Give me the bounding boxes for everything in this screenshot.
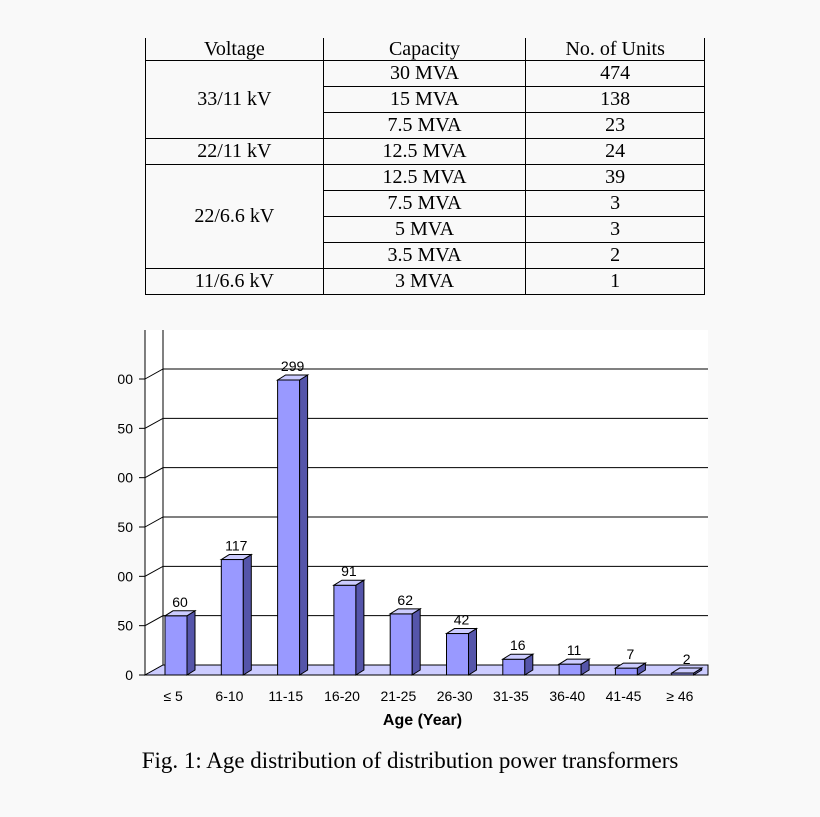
bar <box>333 584 357 676</box>
bar-top <box>501 653 535 660</box>
x-tick-label: 6-10 <box>215 688 243 704</box>
data-label: 7 <box>627 646 635 662</box>
table-row: 33/11 kV 30 MVA 474 <box>145 60 705 139</box>
units-cell: 1 <box>525 268 705 295</box>
bar-top <box>163 610 197 617</box>
x-tick-label: 41-45 <box>606 688 642 704</box>
bar <box>389 613 413 676</box>
data-label: 299 <box>281 358 305 374</box>
bar-side <box>242 553 252 676</box>
capacity-cell: 12.5 MVA <box>322 164 527 191</box>
table-header-cell: Capacity <box>322 38 527 61</box>
units-cell: 24 <box>525 138 705 165</box>
data-label: 2 <box>683 651 691 667</box>
data-label: 91 <box>341 563 357 579</box>
voltage-cell: 11/6.6 kV <box>145 268 324 295</box>
capacity-cell: 12.5 MVA <box>322 138 527 165</box>
capacity-cell: 3 MVA <box>322 268 527 295</box>
table-row: 5 MVA 3 <box>146 216 705 243</box>
bar <box>614 667 638 676</box>
bar-top <box>669 667 704 674</box>
bar <box>502 658 526 676</box>
y-tick-label: 50 <box>117 420 133 436</box>
data-label: 60 <box>172 594 188 610</box>
x-tick-label: 11-15 <box>268 688 303 704</box>
bar-side <box>355 579 365 676</box>
capacity-cell: 5 MVA <box>322 216 527 243</box>
table-row: 7.5 MVA 3 <box>146 190 705 217</box>
bar-side <box>411 607 421 676</box>
table-row: 7.5 MVA 23 <box>146 112 705 139</box>
data-label: 117 <box>225 538 248 554</box>
chart-back-wall <box>163 330 708 665</box>
y-tick-label: 50 <box>117 618 133 634</box>
table-row: 3.5 MVA 2 <box>146 242 705 269</box>
bar-top <box>388 608 422 615</box>
gridline <box>144 368 708 380</box>
units-cell: 39 <box>525 164 705 191</box>
transformer-table: Voltage Capacity No. of Units 33/11 kV 30 MV… <box>145 38 705 295</box>
units-cell: 23 <box>525 112 705 139</box>
bar-side <box>299 374 309 676</box>
capacity-cell: 3.5 MVA <box>322 242 527 269</box>
gridline <box>144 615 708 627</box>
x-tick-label: 26-30 <box>437 688 473 704</box>
bar-top <box>275 374 310 381</box>
y-tick-label: 0 <box>125 667 133 683</box>
gridline <box>144 565 708 577</box>
data-label: 62 <box>397 592 413 608</box>
table-row: 15 MVA 138 <box>146 86 705 113</box>
bar-side <box>468 627 477 676</box>
units-cell: 3 <box>525 216 705 243</box>
units-cell: 138 <box>525 86 705 113</box>
table-header-cell: No. of Units <box>525 38 705 61</box>
bar-side <box>186 609 196 676</box>
x-tick-label: ≤ 5 <box>163 688 183 704</box>
table-header-cell: Voltage <box>145 38 324 61</box>
bar <box>446 633 469 676</box>
x-tick-label: 31-35 <box>493 688 529 704</box>
gridline <box>144 467 708 479</box>
bar <box>558 663 582 676</box>
gridline <box>144 417 708 429</box>
x-tick-label: 21-25 <box>380 688 416 704</box>
bar <box>164 615 188 676</box>
voltage-cell: 22/6.6 kV <box>145 164 324 269</box>
table-header-row: Voltage Capacity No. of Units <box>145 38 705 61</box>
table-row: 11/6.6 kV 3 MVA 1 <box>145 268 705 295</box>
figure-caption: Fig. 1: Age distribution of distribution… <box>141 748 679 773</box>
gridline <box>144 516 708 528</box>
capacity-cell: 15 MVA <box>322 86 527 113</box>
y-tick-label: 00 <box>117 568 133 584</box>
units-cell: 3 <box>525 190 705 217</box>
voltage-cell: 33/11 kV <box>145 60 324 139</box>
y-tick-label: 00 <box>117 371 133 387</box>
bar-top <box>332 579 366 586</box>
bar-top <box>219 554 254 561</box>
table-row: 22/11 kV 12.5 MVA 24 <box>145 138 705 165</box>
table-row: 22/6.6 kV 12.5 MVA 39 <box>145 164 705 269</box>
bar-top <box>557 658 591 665</box>
capacity-cell: 7.5 MVA <box>322 190 527 217</box>
x-axis-title: Age (Year) <box>383 712 462 729</box>
bar <box>277 379 301 676</box>
y-tick-label: 00 <box>117 470 133 486</box>
units-cell: 2 <box>525 242 705 269</box>
capacity-cell: 30 MVA <box>322 60 527 87</box>
x-tick-label: 16-20 <box>324 688 360 704</box>
chart-side-wall <box>144 330 164 676</box>
x-tick-label: ≥ 46 <box>666 688 693 704</box>
data-label: 42 <box>454 612 470 628</box>
voltage-cell: 22/11 kV <box>145 138 324 165</box>
x-tick-label: 36-40 <box>549 688 585 704</box>
units-cell: 474 <box>525 60 705 87</box>
bar <box>220 559 244 676</box>
data-label: 16 <box>510 637 526 653</box>
y-tick-label: 50 <box>117 519 133 535</box>
bar-top <box>613 662 648 669</box>
data-label: 11 <box>567 642 582 658</box>
capacity-cell: 7.5 MVA <box>322 112 527 139</box>
bar-top <box>444 628 479 635</box>
